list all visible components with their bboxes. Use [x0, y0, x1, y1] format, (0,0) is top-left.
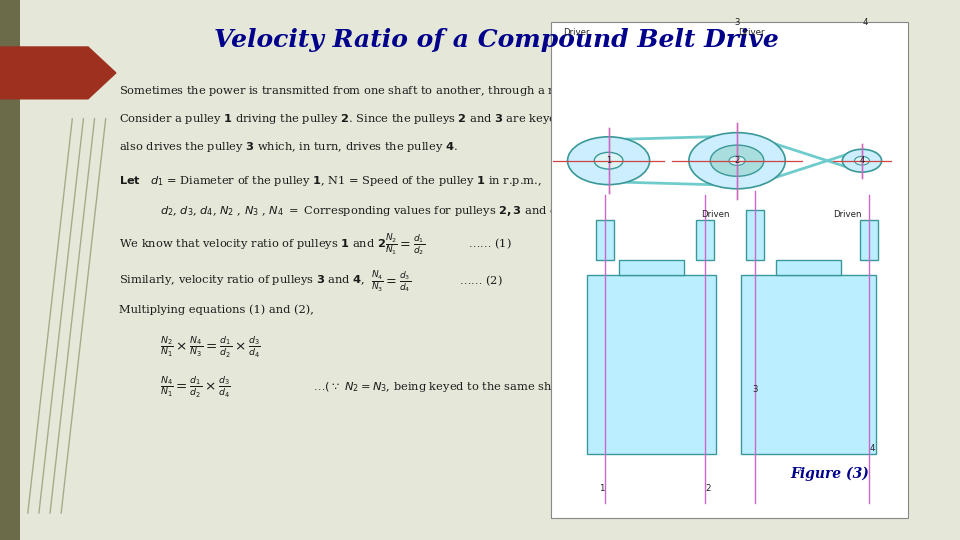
- Circle shape: [854, 157, 870, 165]
- Text: 4: 4: [863, 18, 868, 26]
- Text: Sometimes the power is transmitted from one shaft to another, through a number o: Sometimes the power is transmitted from …: [119, 84, 794, 98]
- Circle shape: [710, 145, 764, 176]
- Text: Driven: Driven: [702, 211, 730, 219]
- Text: $\frac{N_4}{N_3} = \frac{d_3}{d_4}$: $\frac{N_4}{N_3} = \frac{d_3}{d_4}$: [371, 269, 411, 294]
- Text: 3: 3: [752, 384, 757, 394]
- Text: 4: 4: [859, 156, 865, 165]
- Text: $\mathbf{Let}$   $d_1$ = Diameter of the pulley $\mathbf{1}$, N1 = Speed of the : $\mathbf{Let}$ $d_1$ = Diameter of the p…: [119, 173, 541, 187]
- Text: Driver: Driver: [564, 28, 589, 37]
- Text: 1: 1: [599, 484, 604, 493]
- Text: Figure (3): Figure (3): [790, 467, 869, 481]
- Text: Multiplying equations (1) and (2),: Multiplying equations (1) and (2),: [119, 304, 314, 315]
- Polygon shape: [0, 47, 116, 99]
- Bar: [551, 22, 908, 518]
- Text: Driver: Driver: [738, 28, 764, 37]
- Circle shape: [689, 133, 785, 189]
- Text: $\ldots\ldots$ (2): $\ldots\ldots$ (2): [459, 273, 502, 288]
- Bar: [740, 275, 876, 454]
- Text: also drives the pulley $\mathbf{3}$ which, in turn, drives the pulley $\mathbf{4: also drives the pulley $\mathbf{3}$ whic…: [119, 140, 457, 154]
- Text: 1: 1: [606, 156, 612, 165]
- Text: 2: 2: [706, 484, 711, 493]
- Bar: [596, 220, 614, 260]
- Text: $\frac{N_4}{N_1} = \frac{d_1}{d_2} \times \frac{d_3}{d_4}$: $\frac{N_4}{N_1} = \frac{d_1}{d_2} \time…: [160, 375, 231, 400]
- Text: Driven: Driven: [833, 211, 862, 219]
- Text: $\frac{N_2}{N_1} \times \frac{N_4}{N_3} = \frac{d_1}{d_2} \times \frac{d_3}{d_4}: $\frac{N_2}{N_1} \times \frac{N_4}{N_3} …: [160, 335, 261, 360]
- Text: We know that velocity ratio of pulleys $\mathbf{1}$ and $\mathbf{2}$,: We know that velocity ratio of pulleys $…: [119, 237, 389, 251]
- Text: $\ldots(\because\ N_2 = N_3$, being keyed to the same shaft$)$: $\ldots(\because\ N_2 = N_3$, being keye…: [313, 380, 572, 394]
- Bar: [0, 0, 20, 540]
- Text: $d_2$, $d_3$, $d_4$, $N_2$ , $N_3$ , $N_4$ $=$ Corresponding values for pulleys : $d_2$, $d_3$, $d_4$, $N_2$ , $N_3$ , $N_…: [160, 205, 563, 219]
- Text: 2: 2: [734, 156, 740, 165]
- Circle shape: [567, 137, 650, 185]
- Bar: [860, 220, 878, 260]
- Circle shape: [842, 149, 881, 172]
- Bar: [588, 275, 715, 454]
- Text: 4: 4: [870, 444, 876, 454]
- Circle shape: [729, 156, 745, 165]
- Bar: [746, 211, 764, 260]
- Circle shape: [594, 152, 623, 169]
- Bar: [619, 260, 684, 275]
- Text: Consider a pulley $\mathbf{1}$ driving the pulley $\mathbf{2}$. Since the pulley: Consider a pulley $\mathbf{1}$ driving t…: [119, 112, 801, 126]
- Text: 3: 3: [734, 18, 740, 26]
- Bar: [696, 220, 714, 260]
- Text: $\frac{N_2}{N_1} = \frac{d_1}{d_2}$: $\frac{N_2}{N_1} = \frac{d_1}{d_2}$: [385, 232, 424, 258]
- Bar: [777, 260, 841, 275]
- Text: $\ldots\ldots$ (1): $\ldots\ldots$ (1): [468, 237, 512, 251]
- Text: Similarly, velocity ratio of pulleys $\mathbf{3}$ and $\mathbf{4}$,: Similarly, velocity ratio of pulleys $\m…: [119, 273, 365, 287]
- Text: Velocity Ratio of a Compound Belt Drive: Velocity Ratio of a Compound Belt Drive: [213, 29, 779, 52]
